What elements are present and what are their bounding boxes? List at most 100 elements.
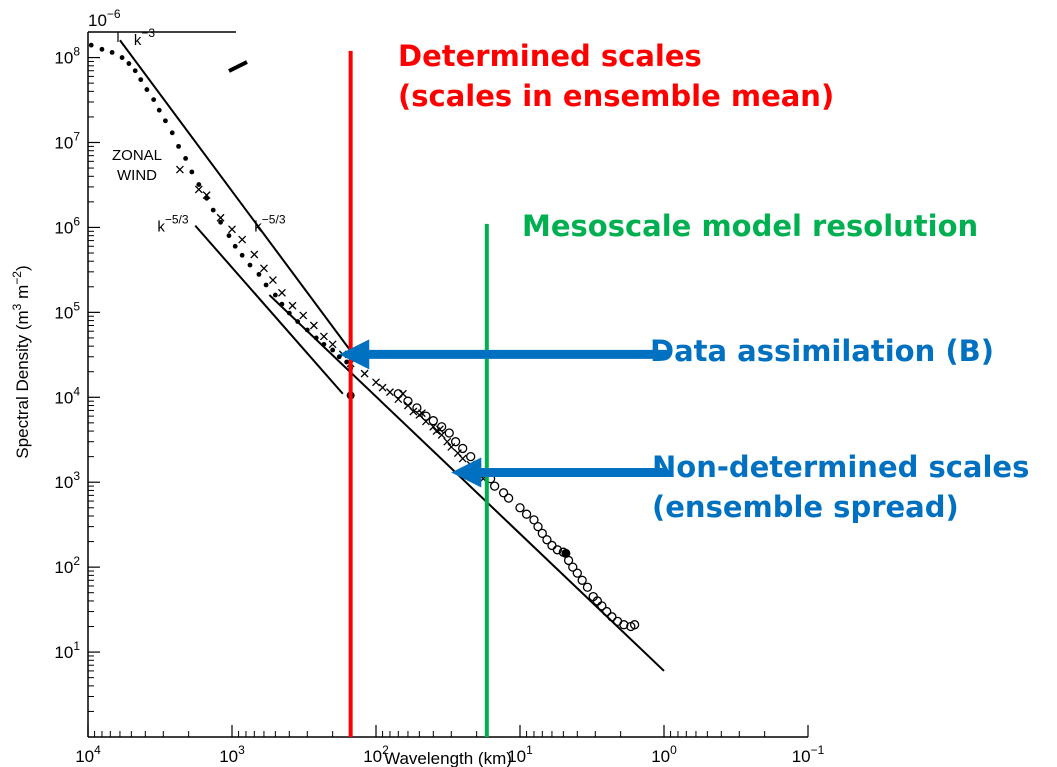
y-tick-label: 102 bbox=[54, 554, 80, 577]
data-point-circle bbox=[458, 443, 468, 454]
data-point-circle bbox=[412, 403, 422, 413]
data-point-cross bbox=[328, 340, 337, 349]
data-point-dot bbox=[336, 354, 342, 360]
data-point-dot bbox=[99, 46, 105, 52]
data-point-cross bbox=[175, 165, 184, 174]
data-point-cross bbox=[216, 213, 225, 222]
data-point-cross bbox=[385, 388, 394, 397]
data-point-dot bbox=[189, 169, 195, 175]
annotation-text: Non-determined scales bbox=[652, 450, 1029, 484]
y-tick-label: 106 bbox=[54, 214, 80, 237]
data-point-circle bbox=[450, 437, 461, 447]
data-point-circle bbox=[529, 515, 539, 525]
data-point-dot bbox=[263, 282, 269, 288]
overlay-lines bbox=[339, 50, 668, 737]
data-points bbox=[88, 42, 640, 632]
y-tick-label: 104 bbox=[54, 384, 80, 407]
chart-text: 10−6 104 103 102 101 100 10−1 101 102 103 104 105 10… bbox=[10, 7, 1029, 767]
data-point-cross bbox=[319, 332, 328, 341]
data-point-circle bbox=[515, 503, 525, 513]
data-point-dot bbox=[272, 292, 278, 298]
x-tick-label: 102 bbox=[363, 743, 389, 766]
x-tick-label: 103 bbox=[219, 743, 245, 766]
slope-label: k−5/3 bbox=[157, 212, 189, 235]
slope-reference-line bbox=[119, 39, 356, 358]
data-point-dot bbox=[144, 87, 150, 92]
annotation-arrow bbox=[451, 457, 668, 488]
annotation-text: Mesoscale model resolution bbox=[522, 209, 978, 243]
y-tick-label: 108 bbox=[54, 45, 80, 68]
data-point-dot bbox=[256, 271, 262, 277]
data-point-cross bbox=[268, 276, 277, 285]
data-point-filled bbox=[561, 548, 571, 558]
data-point-dot bbox=[156, 107, 162, 113]
data-point-cross bbox=[250, 250, 259, 259]
data-point-circle bbox=[393, 389, 403, 399]
data-point-circle bbox=[403, 396, 413, 406]
x-tick-label: 100 bbox=[651, 743, 677, 766]
data-point-dot bbox=[295, 319, 301, 324]
data-point-cross bbox=[378, 383, 387, 392]
data-point-dot bbox=[109, 50, 115, 55]
data-point-dot bbox=[126, 61, 132, 66]
data-point-dot bbox=[176, 143, 181, 149]
data-point-circle bbox=[602, 606, 612, 617]
data-point-circle bbox=[421, 411, 431, 421]
annotation-text: (scales in ensemble mean) bbox=[398, 79, 834, 113]
y-axis-title: Spectral Density (m3 m−2) bbox=[10, 265, 32, 458]
data-point-dot bbox=[226, 233, 232, 239]
data-point-circle bbox=[572, 568, 582, 578]
data-point-circle bbox=[437, 422, 447, 432]
data-point-dot bbox=[330, 347, 336, 353]
data-point-dot bbox=[321, 341, 327, 347]
data-point-cross bbox=[228, 225, 236, 234]
data-point-dot bbox=[138, 77, 144, 83]
data-point-circle bbox=[552, 545, 563, 555]
data-point-dot bbox=[232, 243, 238, 249]
x-tick-label: 101 bbox=[507, 743, 533, 766]
annotation-text: (ensemble spread) bbox=[652, 490, 959, 524]
data-point-circle bbox=[629, 620, 640, 630]
x-axis-title: Wavelength (km) bbox=[384, 749, 512, 767]
data-point-dot bbox=[183, 155, 189, 161]
data-point-dot bbox=[88, 42, 94, 48]
slope-label: k−3 bbox=[134, 26, 156, 49]
data-point-circle bbox=[503, 493, 514, 503]
y-tick-label: 105 bbox=[54, 299, 80, 322]
data-point-dot bbox=[239, 252, 245, 258]
slope-label: k−5/3 bbox=[254, 212, 286, 235]
annotation-arrow bbox=[339, 339, 668, 370]
data-point-cross bbox=[238, 235, 247, 244]
data-point-cross bbox=[458, 454, 467, 463]
data-point-circle bbox=[444, 428, 454, 438]
data-point-circle bbox=[489, 481, 500, 491]
data-point-circle bbox=[547, 540, 557, 551]
data-point-circle bbox=[537, 528, 547, 538]
y-tick-label: 101 bbox=[54, 639, 80, 662]
data-point-circle bbox=[533, 521, 543, 532]
data-point-dot bbox=[151, 97, 157, 102]
annotation-text: Determined scales bbox=[398, 39, 702, 73]
data-point-circle bbox=[619, 620, 629, 630]
data-point-dot bbox=[169, 130, 175, 136]
data-point-cross bbox=[372, 378, 380, 387]
data-point-cross bbox=[360, 369, 369, 378]
data-point-dot bbox=[313, 335, 319, 341]
slope-reference-line bbox=[194, 224, 344, 395]
top-segment-mark bbox=[228, 60, 248, 73]
data-point-circle bbox=[597, 601, 607, 611]
data-point-cross bbox=[194, 185, 203, 194]
data-point-dot bbox=[279, 301, 285, 307]
data-point-dot bbox=[119, 55, 125, 60]
data-point-circle bbox=[607, 612, 617, 622]
data-point-circle bbox=[428, 416, 438, 426]
data-point-dot bbox=[304, 327, 310, 333]
x-tick-label: 10−1 bbox=[792, 743, 825, 766]
data-point-dot bbox=[247, 262, 253, 268]
y-tick-label: 103 bbox=[54, 469, 80, 492]
data-point-cross bbox=[259, 264, 268, 273]
data-point-cross bbox=[409, 407, 418, 416]
data-point-dot bbox=[286, 310, 292, 316]
y-tick-label: 107 bbox=[54, 129, 80, 152]
